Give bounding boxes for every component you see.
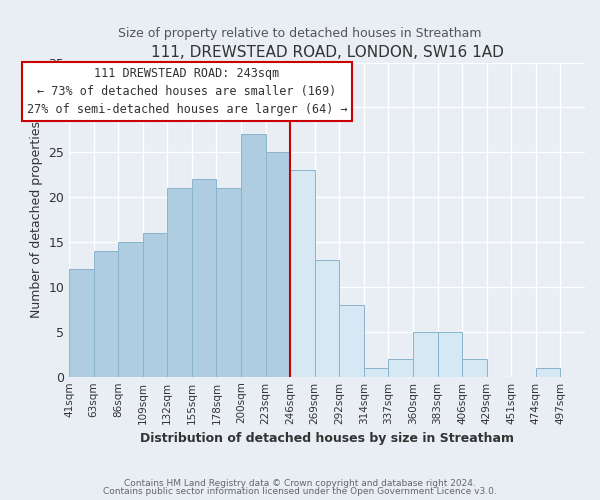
Bar bbox=[437, 332, 462, 376]
Text: Contains public sector information licensed under the Open Government Licence v3: Contains public sector information licen… bbox=[103, 487, 497, 496]
Bar bbox=[315, 260, 339, 376]
Bar bbox=[413, 332, 437, 376]
Bar bbox=[167, 188, 192, 376]
Bar bbox=[266, 152, 290, 376]
Bar bbox=[143, 233, 167, 376]
Bar bbox=[388, 358, 413, 376]
Bar bbox=[462, 358, 487, 376]
X-axis label: Distribution of detached houses by size in Streatham: Distribution of detached houses by size … bbox=[140, 432, 514, 445]
Bar bbox=[339, 305, 364, 376]
Bar bbox=[241, 134, 266, 376]
Bar bbox=[192, 179, 217, 376]
Bar bbox=[217, 188, 241, 376]
Bar bbox=[94, 251, 118, 376]
Title: 111, DREWSTEAD ROAD, LONDON, SW16 1AD: 111, DREWSTEAD ROAD, LONDON, SW16 1AD bbox=[151, 45, 503, 60]
Y-axis label: Number of detached properties: Number of detached properties bbox=[30, 121, 43, 318]
Text: Size of property relative to detached houses in Streatham: Size of property relative to detached ho… bbox=[118, 28, 482, 40]
Bar bbox=[69, 269, 94, 376]
Text: Contains HM Land Registry data © Crown copyright and database right 2024.: Contains HM Land Registry data © Crown c… bbox=[124, 478, 476, 488]
Text: 111 DREWSTEAD ROAD: 243sqm
← 73% of detached houses are smaller (169)
27% of sem: 111 DREWSTEAD ROAD: 243sqm ← 73% of deta… bbox=[26, 67, 347, 116]
Bar bbox=[536, 368, 560, 376]
Bar bbox=[364, 368, 388, 376]
Bar bbox=[118, 242, 143, 376]
Bar bbox=[290, 170, 315, 376]
